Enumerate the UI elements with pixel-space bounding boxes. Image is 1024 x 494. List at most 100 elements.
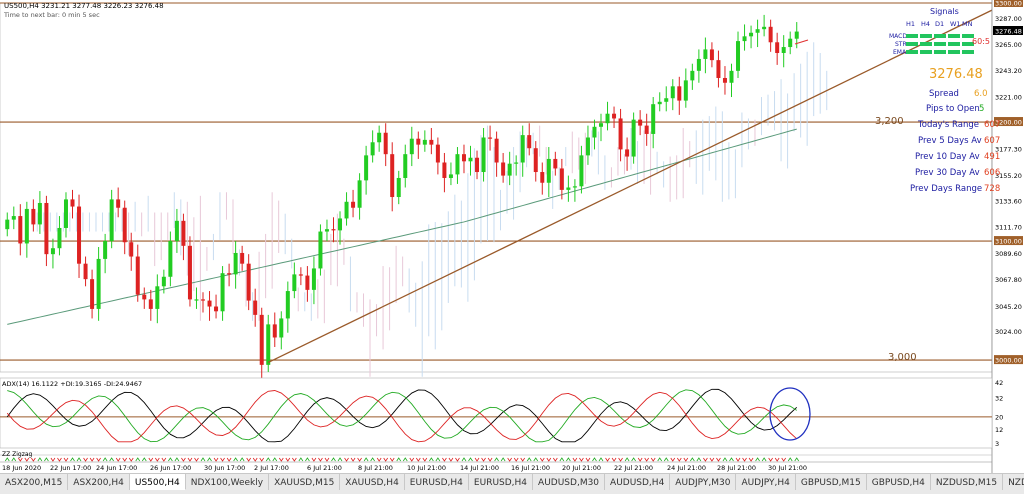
candle (11, 216, 16, 220)
candle (442, 162, 447, 178)
candle (168, 241, 173, 277)
trendline (267, 9, 993, 364)
chart-tab[interactable]: GBPUSD,H4 (867, 474, 931, 490)
candle (553, 158, 558, 169)
candle (50, 248, 55, 255)
info-prevdays-value: 728 (984, 184, 1000, 194)
zigzag-mark (455, 457, 460, 462)
candle (5, 219, 10, 230)
y-tick-label: 3067.80 (995, 276, 1022, 284)
chart-tab[interactable]: AUDJPY,M30 (670, 474, 737, 490)
zigzag-mark (546, 457, 552, 462)
signal-bar (962, 34, 974, 38)
chart-tab[interactable]: US500,H4 (129, 474, 186, 490)
zigzag-mark (481, 457, 486, 462)
highlight-circle (769, 387, 811, 441)
zigzag-mark (670, 457, 676, 462)
chart-tab[interactable]: AUDUSD,M30 (533, 474, 606, 490)
chart-tab[interactable]: NZDUSD,M15 (931, 474, 1004, 490)
chart-tab[interactable]: ASX200,H4 (68, 474, 130, 490)
candle (227, 273, 232, 275)
x-tick-label: 26 Jun 17:00 (150, 464, 191, 472)
adx-tick: 42 (995, 379, 1003, 387)
zigzag-mark (278, 457, 284, 462)
horizontal-levels (0, 2, 992, 361)
signal-bar (906, 50, 918, 54)
zigzag-mark (396, 457, 402, 462)
candle (461, 154, 466, 162)
candle (514, 162, 519, 164)
chart-tab[interactable]: ASX200,M15 (0, 474, 69, 490)
y-tick-label: 3155.20 (995, 172, 1022, 180)
trendline-line (267, 9, 993, 364)
candle (455, 154, 460, 175)
candle (318, 231, 323, 269)
zigzag-mark (579, 457, 584, 462)
info-prev5-label: Prev 5 Days Av (918, 136, 982, 146)
candle (488, 137, 493, 139)
zigzag-mark (31, 457, 36, 462)
zigzag-mark (703, 457, 708, 462)
info-prev30-label: Prev 30 Day Av (915, 168, 980, 178)
candle (351, 201, 356, 208)
zigzag-mark (50, 457, 56, 462)
zigzag-mark (729, 457, 734, 462)
candle (625, 149, 630, 157)
candle (122, 207, 127, 243)
candle (540, 172, 545, 183)
signal-bar (934, 42, 946, 46)
candle (651, 104, 656, 134)
candle (135, 256, 140, 295)
candle (612, 113, 617, 119)
x-tick-label: 30 Jul 21:00 (768, 464, 807, 472)
zigzag-mark (83, 457, 88, 462)
candle (233, 252, 238, 275)
candle (90, 279, 95, 309)
y-tick-label: 3000.00 (995, 357, 1022, 365)
info-prev10-value: 491 (984, 152, 1000, 162)
y-level-box (994, 236, 1023, 246)
chart-tab[interactable]: NDX100,Weekly (186, 474, 270, 490)
candle (155, 286, 160, 309)
price-chart[interactable]: 3300.00 3287.00 3265.00 3243.20 3221.00 3200.… (0, 0, 1024, 473)
candle (181, 220, 186, 246)
zigzag-mark (415, 457, 421, 462)
info-todays-range-value: 607 (984, 120, 1000, 130)
zigzag-mark (709, 457, 715, 462)
chart-tab[interactable]: AUDJPY,H4 (736, 474, 796, 490)
x-tick-label: 18 Jun 2020 (2, 464, 41, 472)
x-tick-label: 24 Jul 21:00 (667, 464, 706, 472)
candle (631, 119, 636, 157)
chart-tab[interactable]: EURUSD,H4 (405, 474, 469, 490)
candle (435, 144, 440, 163)
candle (305, 275, 310, 290)
x-axis: 18 Jun 2020 22 Jun 17:00 24 Jun 17:00 26 Ju… (0, 461, 992, 472)
chart-tab[interactable]: XAUUSD,H4 (340, 474, 405, 490)
candle (475, 157, 480, 173)
signals-title: Signals (930, 7, 959, 16)
adx-line-di (6, 390, 798, 443)
signal-bar (948, 34, 960, 38)
chart-tab[interactable]: XAUUSD,M15 (269, 474, 341, 490)
zigzag-mark (513, 457, 519, 462)
candle (736, 41, 741, 71)
chart-tab[interactable]: NZDUSD,H4 (1003, 474, 1024, 490)
chart-tab[interactable]: GBPUSD,M15 (796, 474, 867, 490)
candle (703, 49, 708, 59)
x-tick-label: 14 Jul 21:00 (460, 464, 499, 472)
y-tick-label: 3024.00 (995, 328, 1022, 336)
y-tick-label: 3177.30 (995, 146, 1022, 154)
zigzag-mark (487, 457, 493, 462)
zigzag-mark (63, 457, 69, 462)
x-tick-label: 16 Jul 21:00 (511, 464, 550, 472)
y-level-box (994, 117, 1023, 127)
chart-tab[interactable]: AUDUSD,H4 (605, 474, 671, 490)
zigzag-mark (115, 457, 121, 462)
info-prev30-value: 606 (984, 168, 1000, 178)
zigzag-mark (742, 457, 747, 462)
y-level-box (994, 0, 1023, 7)
zigzag-mark (213, 457, 219, 462)
zigzag-mark (4, 457, 10, 462)
x-tick-label: 30 Jun 17:00 (204, 464, 245, 472)
chart-tab[interactable]: EURUSD,H4 (469, 474, 534, 490)
